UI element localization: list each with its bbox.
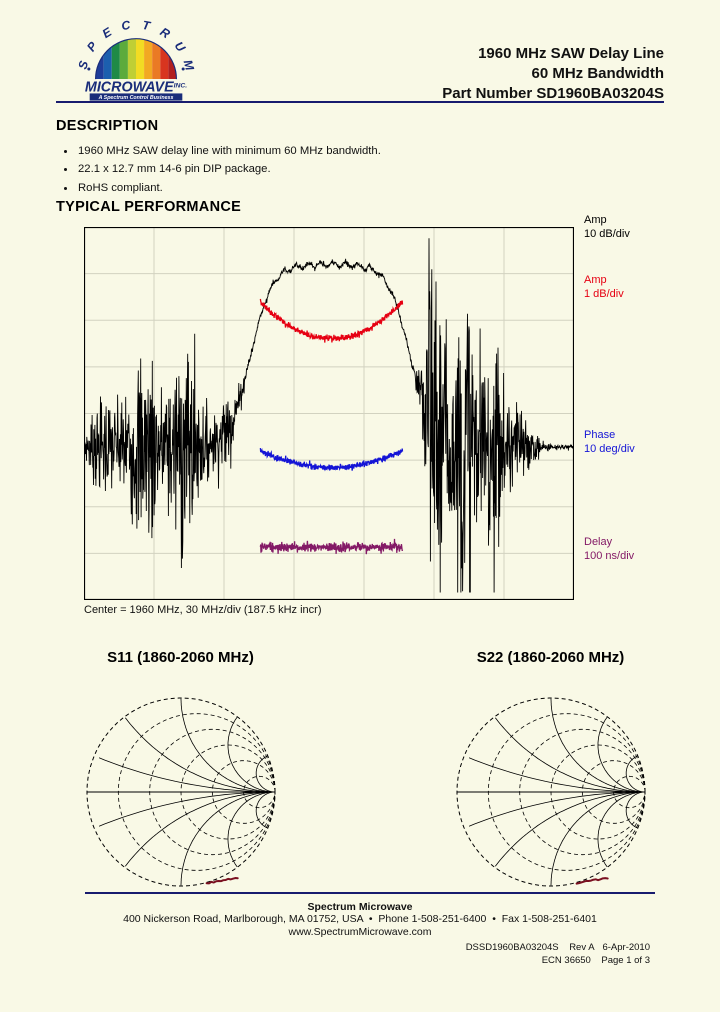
svg-text:P: P xyxy=(84,39,101,55)
svg-text:T: T xyxy=(141,20,152,33)
svg-text:MICROWAVEINC.: MICROWAVEINC. xyxy=(85,80,187,96)
svg-text:C: C xyxy=(120,20,131,33)
svg-text:U: U xyxy=(172,39,189,55)
svg-text:R: R xyxy=(158,25,173,42)
svg-text:E: E xyxy=(100,24,115,41)
